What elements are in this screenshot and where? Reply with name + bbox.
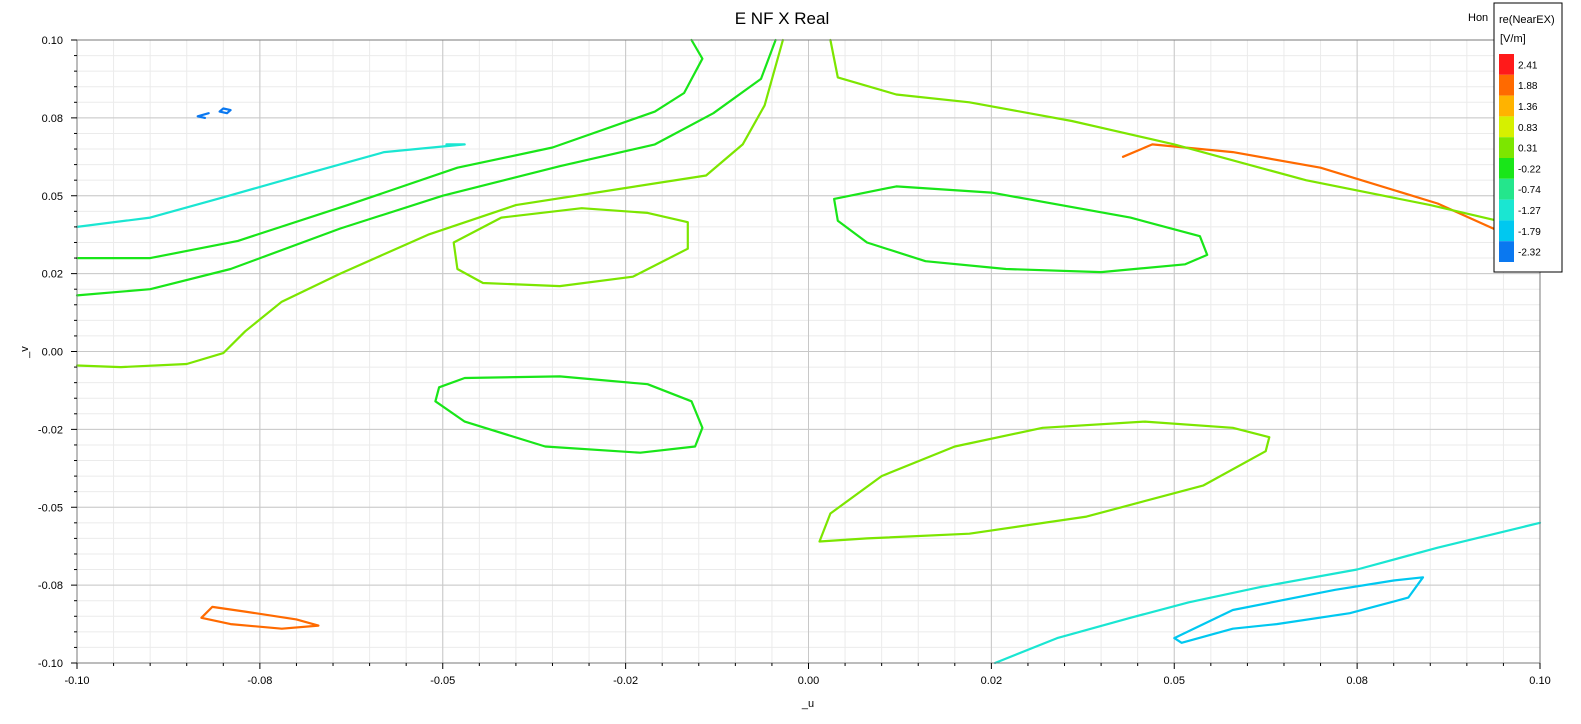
y-tick-label: -0.08 [38,580,63,592]
legend: re(NearEX) [V/m] 2.41 1.88 1.36 0.83 0.31 -0.… [1493,2,1563,273]
legend-label: -0.22 [1518,164,1541,175]
x-axis-label: _u [801,698,814,710]
legend-swatch [1499,158,1514,179]
legend-swatch [1499,220,1514,242]
legend-swatch [1499,137,1514,158]
legend-swatch [1499,95,1514,117]
contour-line [829,38,1542,232]
legend-label: 1.36 [1518,102,1538,113]
y-tick-label: 0.02 [42,269,63,281]
x-tick-label: 0.10 [1529,675,1550,687]
legend-label: 0.83 [1518,123,1538,134]
contour-line [75,38,777,297]
legend-swatch [1499,116,1514,138]
y-tick-label: 0.00 [42,347,63,359]
contour-line [200,605,320,630]
y-tick-label: 0.05 [42,191,63,203]
contour-line [832,185,1209,274]
x-tick-label: -0.02 [613,675,638,687]
contour-line [993,521,1542,665]
legend-label: -2.32 [1518,248,1541,259]
x-tick-label: -0.05 [430,675,455,687]
contour-line [434,375,704,454]
contour-line [218,107,232,115]
legend-unit: [V/m] [1500,33,1526,45]
legend-label: 2.41 [1518,60,1538,71]
y-axis-label: _v [19,346,31,359]
contour-line [452,207,689,288]
legend-swatch [1499,241,1514,262]
legend-items: 2.41 1.88 1.36 0.83 0.31 -0.22 -0.74 -1.27 -1.79… [1499,54,1541,262]
grid [76,39,1541,664]
legend-label: 0.31 [1518,144,1538,155]
x-tick-label: 0.02 [981,675,1002,687]
legend-swatch [1499,74,1514,96]
x-tick-label: 0.05 [1164,675,1185,687]
corner-label: Hon [1468,12,1488,24]
chart-title: E NF X Real [735,9,829,28]
contour-line [75,38,704,260]
x-tick-labels: -0.10 -0.08 -0.05 -0.02 0.00 0.02 0.05 0.08 0.10 [64,675,1550,687]
y-tick-label: 0.10 [42,35,63,47]
contour-line [1173,576,1425,644]
x-tick-label: -0.10 [64,675,89,687]
legend-label: 1.88 [1518,81,1538,92]
axis-ticks [71,39,1541,669]
y-tick-label: -0.05 [38,502,63,514]
legend-swatch [1499,54,1514,75]
legend-title: re(NearEX) [1499,14,1555,26]
legend-swatch [1499,178,1514,200]
x-tick-label: 0.00 [798,675,819,687]
x-tick-label: -0.08 [247,675,272,687]
legend-label: -0.74 [1518,185,1541,196]
contour-line [75,143,466,228]
x-tick-label: 0.08 [1346,675,1367,687]
contour-line [196,112,210,120]
y-tick-label: -0.02 [38,424,63,436]
legend-swatch [1499,199,1514,221]
contour-line [75,38,785,369]
legend-label: -1.79 [1518,227,1541,238]
y-tick-label: -0.10 [38,658,63,670]
contour-line [818,420,1271,543]
y-tick-label: 0.08 [42,113,63,125]
contour-lines [75,38,1542,665]
y-tick-labels: 0.10 0.08 0.05 0.02 0.00 -0.02 -0.05 -0.08 -0.10 [38,35,63,670]
legend-label: -1.27 [1518,206,1541,217]
